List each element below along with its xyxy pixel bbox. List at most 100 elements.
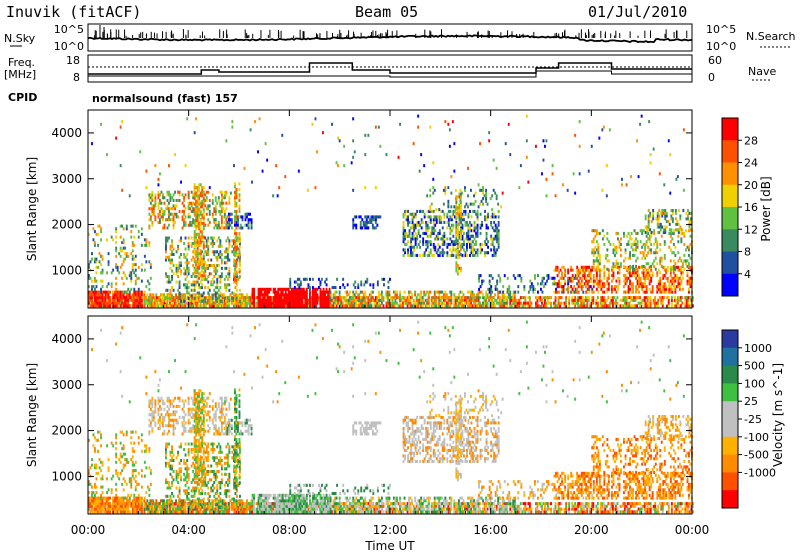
power-cell <box>355 226 358 230</box>
power-cell <box>324 290 327 294</box>
power-cell <box>577 304 580 308</box>
power-cell <box>411 304 414 308</box>
power-cell <box>352 298 355 302</box>
power-cell <box>676 222 679 226</box>
power-cell <box>163 223 166 227</box>
power-cell <box>669 279 672 283</box>
power-cell <box>131 254 134 258</box>
power-cell <box>216 277 219 281</box>
power-cell <box>425 226 428 230</box>
power-cell <box>667 301 670 305</box>
power-cell <box>237 297 240 301</box>
power-cell <box>419 253 422 257</box>
power-cell <box>187 201 190 205</box>
power-cell <box>648 274 651 278</box>
power-cell <box>688 276 690 280</box>
power-cell <box>134 279 137 283</box>
power-cell <box>589 279 592 283</box>
power-cell <box>214 301 217 305</box>
power-cell <box>417 220 420 224</box>
power-cell <box>500 205 503 209</box>
power-cell <box>287 293 290 297</box>
power-cell <box>669 234 672 238</box>
power-cell <box>233 253 235 257</box>
power-cell <box>187 280 190 284</box>
power-cell <box>223 277 226 281</box>
power-cell <box>266 296 269 300</box>
power-cell <box>636 240 639 244</box>
power-cell <box>432 209 435 213</box>
power-cell <box>462 293 465 297</box>
power-cell <box>688 282 690 286</box>
power-cell <box>387 304 389 308</box>
power-cell <box>388 304 391 308</box>
power-cell <box>481 248 484 252</box>
power-cell <box>494 253 497 257</box>
power-cell <box>263 293 266 297</box>
power-cell <box>204 244 207 248</box>
power-cell <box>124 304 127 308</box>
power-cell <box>214 196 217 200</box>
power-cell <box>594 245 597 249</box>
power-cell <box>154 193 157 197</box>
power-cell <box>299 296 302 300</box>
power-cell <box>207 264 210 268</box>
power-cell <box>171 212 174 216</box>
power-cell <box>424 298 427 302</box>
power-cell <box>216 258 219 262</box>
power-cell <box>613 301 616 305</box>
power-cell <box>438 231 441 235</box>
power-cell <box>289 290 292 294</box>
power-cell <box>636 296 639 300</box>
power-cell <box>346 293 349 297</box>
power-cell <box>587 169 590 173</box>
power-cell <box>166 239 169 243</box>
power-cell <box>481 242 484 246</box>
power-cell <box>187 242 190 246</box>
power-cell <box>331 304 334 308</box>
power-cell <box>278 301 281 305</box>
power-cell <box>371 215 374 219</box>
power-cell <box>567 282 570 286</box>
power-cell <box>650 248 653 252</box>
power-cell <box>687 214 689 218</box>
power-cell <box>690 217 692 221</box>
power-cell <box>107 301 110 305</box>
power-cell <box>497 296 500 300</box>
power-cell <box>680 237 683 241</box>
power-cell <box>556 290 559 294</box>
power-cell <box>324 304 327 308</box>
power-cell <box>665 276 668 280</box>
power-cell <box>689 304 691 308</box>
power-cell <box>145 241 148 245</box>
power-cell <box>658 214 661 218</box>
power-cell <box>478 276 481 280</box>
power-cell <box>125 296 128 300</box>
power-cell <box>656 231 659 235</box>
power-cell <box>479 231 482 235</box>
power-cell <box>450 205 453 209</box>
power-cell <box>617 231 619 235</box>
power-cell <box>463 209 465 213</box>
power-cell <box>233 277 235 281</box>
power-cell <box>247 223 250 227</box>
power-cell <box>370 298 373 302</box>
power-cell <box>246 304 248 308</box>
power-cell <box>91 290 93 294</box>
power-cell <box>470 248 473 252</box>
power-cell <box>656 222 659 226</box>
power-cell <box>307 286 310 290</box>
power-cell <box>211 277 214 281</box>
power-cell <box>97 304 100 308</box>
power-cell <box>195 201 198 205</box>
power-cell <box>181 296 184 300</box>
power-cell <box>528 304 531 308</box>
power-cell <box>642 290 645 294</box>
power-cell <box>89 260 92 264</box>
power-cell <box>578 298 581 302</box>
power-cell <box>503 304 506 308</box>
power-cell <box>149 296 152 300</box>
power-cell <box>329 293 332 297</box>
power-cell <box>615 279 618 283</box>
power-cell <box>262 304 265 308</box>
